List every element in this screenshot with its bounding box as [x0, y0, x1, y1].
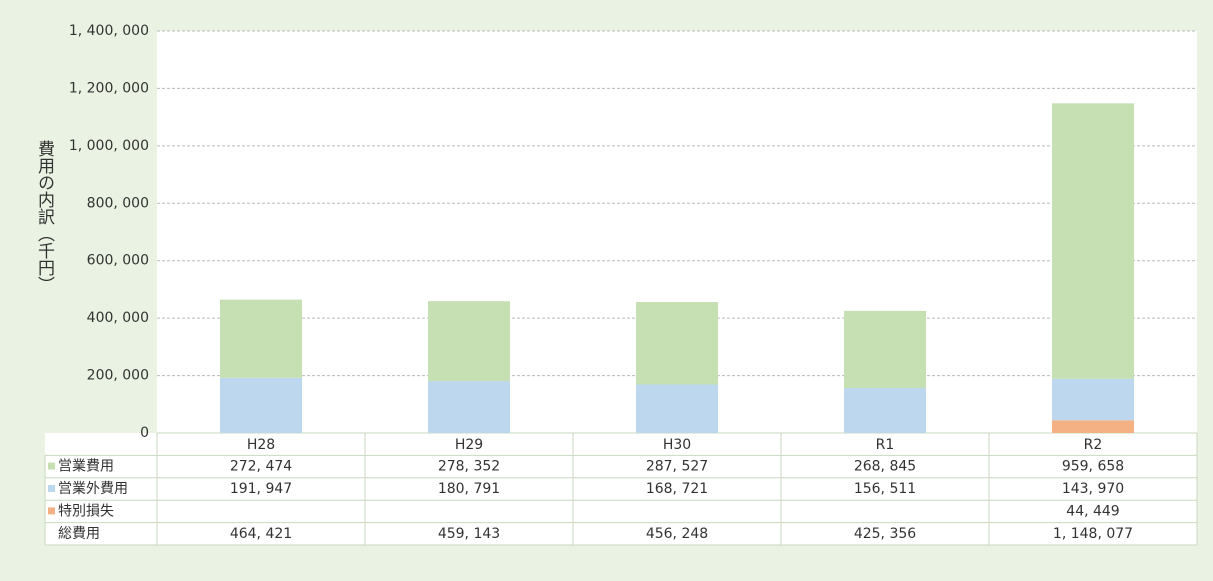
bar-segment — [428, 301, 510, 382]
x-tick-label: H28 — [247, 437, 275, 453]
y-tick-label: 400, 000 — [87, 310, 149, 326]
table-cell: 156, 511 — [854, 481, 916, 497]
bar-segment — [1052, 420, 1134, 433]
legend-marker — [48, 485, 55, 492]
y-tick-label: 1, 400, 000 — [69, 23, 149, 39]
x-tick-label: H30 — [663, 437, 691, 453]
row-label: 総費用 — [58, 526, 100, 542]
table-cell: 180, 791 — [438, 481, 500, 497]
bar-segment — [428, 381, 510, 433]
table-cell: 1, 148, 077 — [1053, 526, 1133, 542]
table-cell: 425, 356 — [854, 526, 916, 542]
table-cell: 464, 421 — [230, 526, 292, 542]
data-table — [45, 433, 1197, 545]
bar-segment — [636, 301, 718, 385]
table-cell: 143, 970 — [1062, 481, 1124, 497]
legend-marker — [48, 507, 55, 515]
row-label: 特別損失 — [58, 503, 114, 519]
bar-segment — [1052, 378, 1134, 421]
bar-segment — [844, 310, 926, 389]
x-tick-label: R2 — [1084, 437, 1103, 453]
y-axis-label: 費用の内訳（千円） — [34, 140, 55, 293]
bar-segment — [844, 388, 926, 433]
y-tick-label: 0 — [140, 425, 149, 441]
table-cell: 191, 947 — [230, 481, 292, 497]
bar-segment — [220, 377, 302, 433]
row-label: 営業費用 — [58, 459, 114, 475]
x-tick-label: H29 — [455, 437, 483, 453]
table-cell: 287, 527 — [646, 459, 708, 475]
y-tick-label: 200, 000 — [87, 368, 149, 384]
y-tick-label: 600, 000 — [87, 253, 149, 269]
legend-marker — [48, 462, 55, 470]
bar-segment — [636, 384, 718, 433]
y-tick-label: 1, 000, 000 — [69, 138, 149, 154]
y-tick-label: 1, 200, 000 — [69, 80, 149, 96]
table-cell: 456, 248 — [646, 526, 708, 542]
table-cell: 44, 449 — [1066, 503, 1119, 519]
bar-segment — [1052, 103, 1134, 379]
y-tick-label: 800, 000 — [87, 195, 149, 211]
table-cell: 278, 352 — [438, 459, 500, 475]
table-cell: 168, 721 — [646, 481, 708, 497]
x-tick-label: R1 — [876, 437, 895, 453]
table-cell: 272, 474 — [230, 459, 292, 475]
table-cell: 268, 845 — [854, 459, 916, 475]
row-label: 営業外費用 — [58, 481, 128, 497]
bar-segment — [220, 299, 302, 378]
table-cell: 959, 658 — [1062, 459, 1124, 475]
table-cell: 459, 143 — [438, 526, 500, 542]
